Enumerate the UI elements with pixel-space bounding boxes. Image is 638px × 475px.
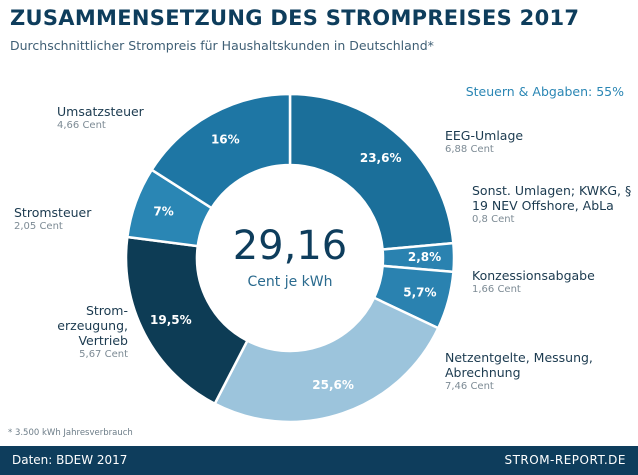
category-name: Netzentgelte, Messung, Abrechnung xyxy=(445,350,593,380)
value-label: 16% xyxy=(211,133,240,147)
category-name: Umsatzsteuer xyxy=(57,104,144,119)
total-value: 29,16 xyxy=(233,223,348,269)
source: Daten: BDEW 2017 xyxy=(12,453,128,467)
donut-segment xyxy=(213,296,440,424)
category-name: Stromsteuer xyxy=(14,205,92,220)
donut-segment xyxy=(288,92,455,251)
total-unit: Cent je kWh xyxy=(248,274,333,290)
category-name: Konzessionsabgabe xyxy=(472,268,595,283)
footer-bar: Daten: BDEW 2017 STROM-REPORT.DE xyxy=(0,446,638,475)
cent-label: 2,05 Cent xyxy=(14,221,63,232)
segment-label: Netzentgelte, Messung, Abrechnung 7,46 Ce… xyxy=(445,350,630,394)
annotation: Steuern & Abgaben: 55% xyxy=(465,84,624,99)
value-label: 19,5% xyxy=(150,313,192,327)
cent-label: 5,67 Cent xyxy=(79,349,128,360)
segment-label: EEG-Umlage 6,88 Cent xyxy=(445,128,615,157)
value-label: 23,6% xyxy=(360,151,402,165)
value-label: 25,6% xyxy=(312,378,354,392)
cent-label: 4,66 Cent xyxy=(57,120,106,131)
cent-label: 6,88 Cent xyxy=(445,144,494,155)
segment-label: Sonst. Umlagen; KWKG, § 19 NEV Offshore,… xyxy=(472,183,632,227)
cent-label: 1,66 Cent xyxy=(472,284,521,295)
value-label: 2,8% xyxy=(408,250,441,264)
value-label: 5,7% xyxy=(403,286,436,300)
segment-label: Umsatzsteuer 4,66 Cent xyxy=(57,104,177,133)
segment-label: Strom- erzeugung, Vertrieb 5,67 Cent xyxy=(38,303,128,362)
cent-label: 0,8 Cent xyxy=(472,214,515,225)
cent-label: 7,46 Cent xyxy=(445,381,494,392)
donut-segment xyxy=(149,92,292,210)
category-name: Sonst. Umlagen; KWKG, § 19 NEV Offshore,… xyxy=(472,183,632,213)
category-name: EEG-Umlage xyxy=(445,128,524,143)
segment-label: Stromsteuer 2,05 Cent xyxy=(14,205,124,234)
value-label: 7% xyxy=(153,205,173,219)
donut-hole xyxy=(198,166,382,350)
segment-label: Konzessionsabgabe 1,66 Cent xyxy=(472,268,632,297)
brand: STROM-REPORT.DE xyxy=(504,453,626,467)
chart-subtitle: Durchschnittlicher Strompreis für Hausha… xyxy=(10,38,434,53)
chart-title: ZUSAMMENSETZUNG DES STROMPREISES 2017 xyxy=(10,6,580,30)
category-name: Strom- erzeugung, Vertrieb xyxy=(57,303,128,348)
footnote: * 3.500 kWh Jahresverbrauch xyxy=(8,428,133,438)
